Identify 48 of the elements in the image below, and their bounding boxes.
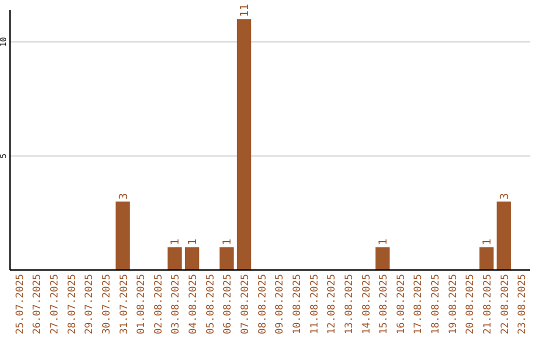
x-tick-label: 29.07.2025: [84, 274, 96, 334]
x-tick-label: 06.08.2025: [222, 274, 234, 334]
x-tick-label: 14.08.2025: [361, 274, 372, 334]
data-label: 1: [168, 238, 182, 246]
bar: [220, 247, 234, 270]
x-tick-label: 04.08.2025: [188, 274, 200, 334]
x-tick-label: 08.08.2025: [257, 274, 268, 334]
data-label: 1: [376, 238, 390, 246]
x-tick-label: 31.07.2025: [118, 274, 130, 334]
bar: [236, 19, 252, 270]
x-tick-label: 23.08.2025: [517, 274, 528, 334]
x-tick-label: 11.08.2025: [309, 274, 320, 334]
x-tick-label: 01.08.2025: [136, 274, 148, 334]
x-tick-label: 22.08.2025: [500, 274, 511, 334]
x-tick-label: 12.08.2025: [326, 274, 338, 334]
data-label: 11: [238, 4, 252, 18]
x-tick-label: 03.08.2025: [170, 274, 182, 334]
data-label: 1: [220, 238, 234, 246]
bar: [168, 247, 182, 270]
x-tick-label: 09.08.2025: [274, 274, 286, 334]
x-tick-label: 10.08.2025: [292, 274, 303, 334]
x-tick-label: 05.08.2025: [205, 274, 216, 334]
x-tick-label: 18.08.2025: [430, 274, 442, 334]
x-tick-label: 17.08.2025: [413, 274, 424, 334]
x-tick-label: 02.08.2025: [153, 274, 164, 334]
x-tick-label: 26.07.2025: [32, 274, 44, 334]
data-label: 3: [498, 192, 511, 200]
x-tick-label: 28.07.2025: [66, 274, 78, 334]
bar: [479, 247, 494, 270]
bar: [375, 247, 390, 270]
data-label: 1: [186, 238, 200, 246]
y-tick-label: 5: [0, 153, 8, 158]
bar: [116, 202, 130, 270]
bar: [496, 202, 511, 270]
x-tick-label: 20.08.2025: [465, 274, 476, 334]
x-tick-label: 19.08.2025: [448, 274, 459, 334]
x-tick-label: 07.08.2025: [240, 274, 252, 334]
data-label: 1: [480, 238, 494, 246]
x-tick-label: 25.07.2025: [14, 274, 26, 334]
x-tick-label: 13.08.2025: [344, 274, 355, 334]
x-tick-label: 21.08.2025: [482, 274, 494, 334]
bar: [184, 247, 200, 270]
x-tick-label: 15.08.2025: [378, 274, 390, 334]
x-tick-label: 27.07.2025: [49, 274, 60, 334]
y-tick-label: 10: [0, 36, 8, 47]
x-tick-label: 16.08.2025: [396, 274, 407, 334]
data-label: 3: [116, 192, 130, 200]
x-tick-label: 30.07.2025: [101, 274, 112, 334]
